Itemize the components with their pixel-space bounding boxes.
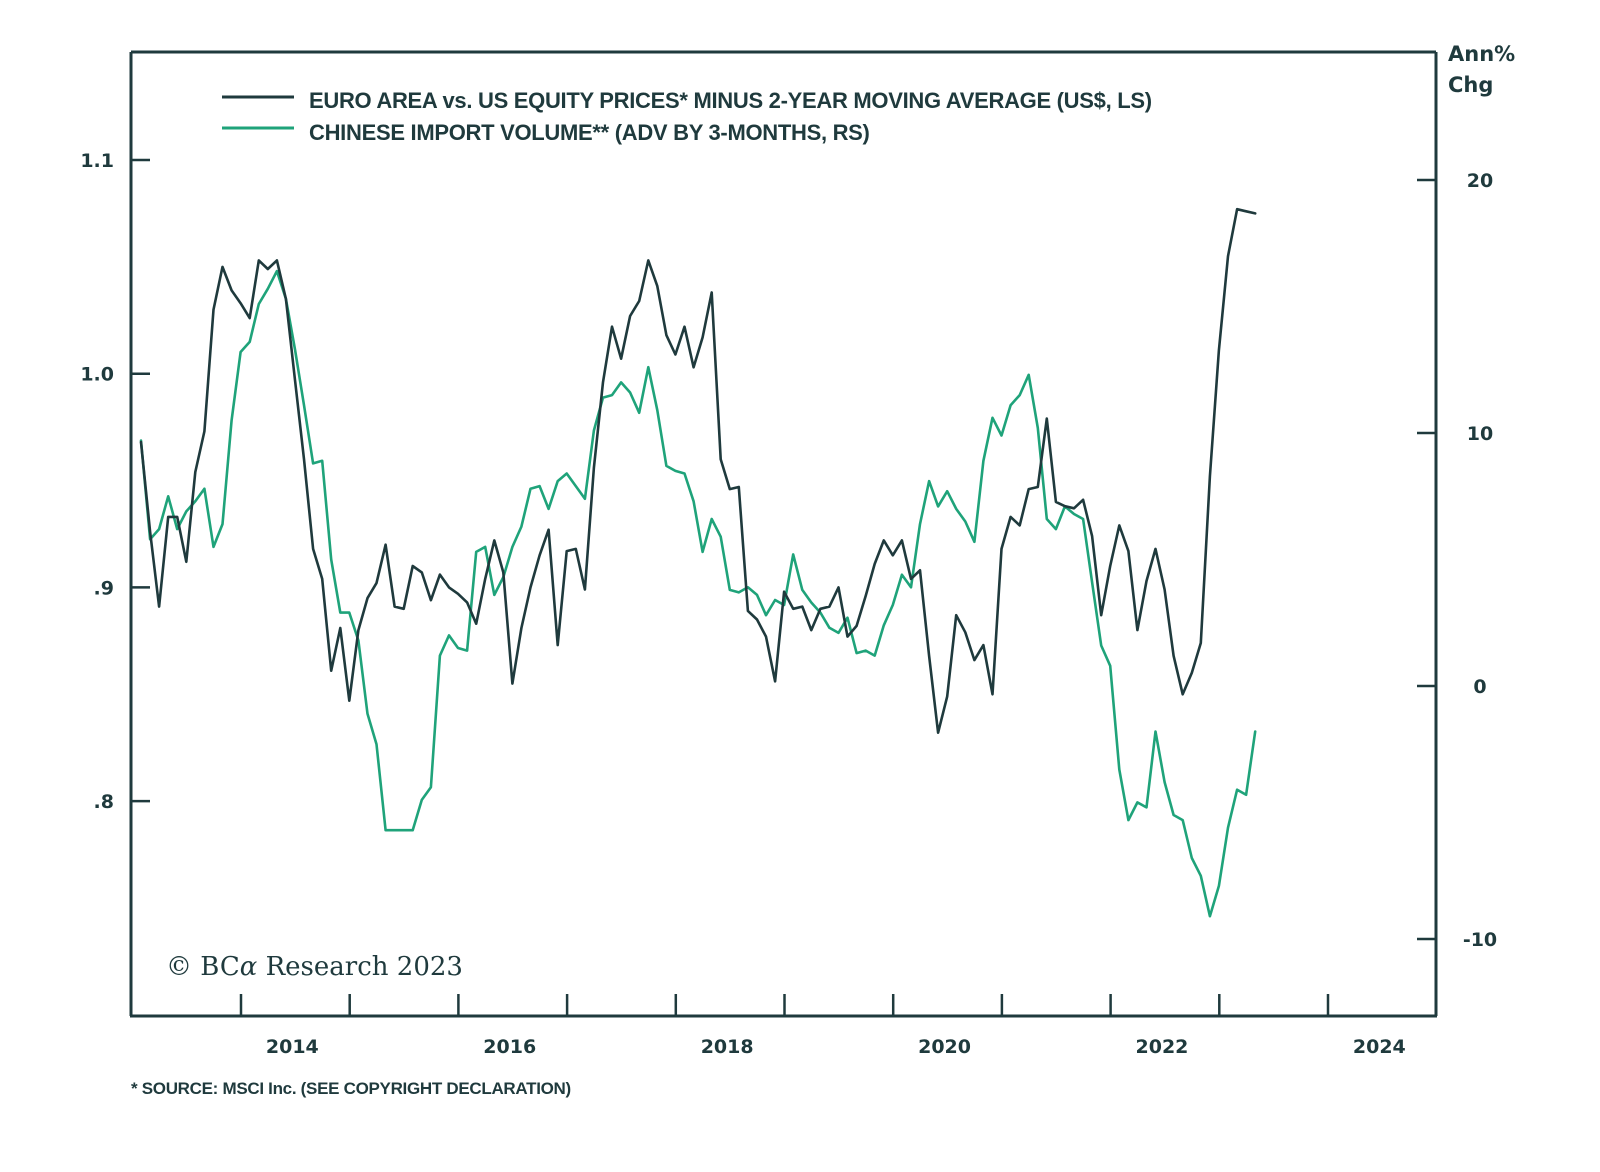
x-tick-label-2024: 2024 (1353, 1036, 1406, 1058)
x-tick-label-2014: 2014 (266, 1036, 319, 1058)
copyright-prefix: © BC (166, 952, 240, 982)
x-tick-labels: 2014 2016 2018 2020 2022 2024 (266, 1036, 1406, 1058)
right-axis-unit-line1: Ann% (1448, 42, 1515, 66)
legend-label-euro-us: EURO AREA vs. US EQUITY PRICES* MINUS 2-… (309, 88, 1152, 113)
x-tick-label-2020: 2020 (918, 1036, 971, 1058)
series-layer (139, 207, 1257, 918)
right-y-tick-label-0: 20 (1467, 170, 1493, 192)
right-y-tick-label-1: 10 (1467, 423, 1493, 445)
copyright-watermark: © BCα Research 2023 (166, 952, 463, 982)
left-y-tick-label-3: .8 (94, 791, 114, 813)
left-y-tick-label-0: 1.1 (80, 150, 114, 172)
left-y-tick-label-2: .9 (94, 577, 114, 599)
right-y-tick-label-3: -10 (1463, 929, 1497, 951)
x-tick-label-2018: 2018 (701, 1036, 754, 1058)
left-y-tick-label-1: 1.0 (80, 364, 114, 386)
right-axis-unit-line2: Chg (1448, 73, 1493, 97)
legend: EURO AREA vs. US EQUITY PRICES* MINUS 2-… (222, 88, 1152, 145)
source-footnote: * SOURCE: MSCI Inc. (SEE COPYRIGHT DECLA… (131, 1079, 571, 1098)
x-tick-label-2022: 2022 (1136, 1036, 1189, 1058)
x-tick-label-2016: 2016 (483, 1036, 536, 1058)
series-line-chinese-import-volume (139, 269, 1257, 918)
legend-label-chinese-imports: CHINESE IMPORT VOLUME** (ADV BY 3-MONTHS… (309, 120, 870, 145)
right-axis-unit-label: Ann% Chg (1448, 42, 1515, 97)
copyright-alpha: α (240, 952, 258, 982)
copyright-suffix: Research 2023 (257, 952, 463, 982)
left-y-ticks: 1.1 1.0 .9 .8 (80, 150, 150, 813)
right-y-ticks: 20 10 0 -10 (1417, 170, 1497, 951)
x-ticks (239, 994, 1330, 1016)
plot-frame (129, 50, 1438, 1018)
right-y-tick-label-2: 0 (1473, 676, 1486, 698)
series-line-euro-vs-us-equity (139, 207, 1257, 735)
